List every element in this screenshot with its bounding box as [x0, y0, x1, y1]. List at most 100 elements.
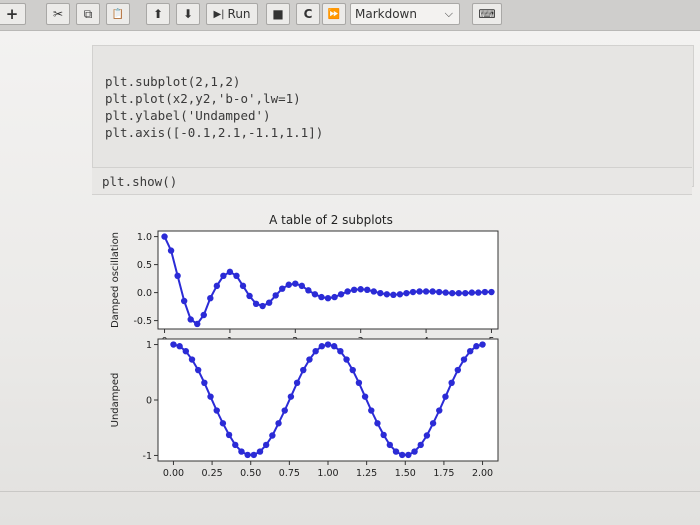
y-tick-label: 0 [146, 396, 152, 407]
data-point [176, 343, 183, 350]
x-tick-label: 0.75 [279, 468, 300, 479]
x-tick-label: 0.50 [240, 468, 261, 479]
x-tick-label: 0.00 [163, 468, 184, 479]
data-point [182, 348, 190, 355]
data-point [488, 288, 495, 296]
restart-run-all-button[interactable]: ⏩ [322, 3, 346, 25]
data-point [239, 282, 247, 290]
data-point [233, 272, 240, 279]
data-point [311, 291, 319, 298]
data-point [272, 292, 279, 299]
data-point [396, 291, 404, 298]
move-up-button[interactable]: ⬆ [146, 3, 170, 25]
show-cell[interactable]: plt.show() [92, 167, 692, 195]
data-point [220, 272, 227, 279]
data-point [306, 356, 313, 363]
data-point [473, 343, 480, 350]
subplot-undamped: 0.00 0.25 0.50 0.75 1.00 1.25 1.50 1.75 2.00 1 0 -1… [110, 338, 499, 479]
data-point [213, 282, 221, 290]
cut-button[interactable]: ✂ [46, 3, 70, 25]
data-point [293, 379, 301, 387]
paste-icon: 📋 [111, 8, 125, 20]
code-line: plt.axis([-0.1,2.1,-1.1,1.1]) [105, 125, 324, 140]
subplots-figure: A table of 2 subplots 0123451.00.50.0-0.… [110, 213, 499, 479]
data-point [324, 295, 332, 302]
copy-button[interactable]: ⧉ [76, 3, 100, 25]
data-point [436, 407, 443, 414]
data-point [262, 441, 270, 449]
move-down-button[interactable]: ⬇ [176, 3, 200, 25]
data-point [246, 292, 253, 300]
x-tick-label: 1.50 [395, 468, 416, 479]
code-line: plt.subplot(2,1,2) [105, 74, 241, 89]
data-point [462, 289, 469, 297]
data-point [422, 288, 430, 295]
data-point [250, 451, 258, 459]
data-point [383, 291, 391, 298]
data-point [392, 448, 400, 455]
data-point [475, 289, 482, 296]
data-point [442, 289, 449, 296]
data-point [374, 420, 381, 427]
data-point [281, 407, 288, 414]
axes-frame [157, 230, 499, 330]
y-tick-label: -0.5 [133, 316, 152, 327]
code-cell[interactable]: plt.subplot(2,1,2) plt.plot(x2,y2,'b-o',… [92, 45, 694, 187]
data-point [200, 311, 207, 319]
data-point [411, 448, 418, 455]
y-axis-label: Undamped [110, 373, 121, 428]
data-point [331, 293, 338, 301]
data-point [279, 285, 286, 292]
y-tick-label: 0.0 [137, 288, 152, 299]
x-tick-label: 2.00 [472, 468, 493, 479]
data-point [265, 299, 273, 306]
interrupt-button[interactable]: ■ [266, 3, 290, 25]
data-point [287, 393, 295, 400]
x-tick-label: 1.00 [317, 468, 338, 479]
data-point [423, 432, 431, 439]
notebook-toolbar: + ✂ ⧉ 📋 ⬆ ⬇ ▶| Run ■ C ⏩ Markdown ⌵ ⌨ [0, 0, 700, 31]
fast-forward-icon: ⏩ [327, 8, 341, 20]
data-point [466, 348, 474, 355]
data-point [390, 291, 397, 299]
data-point [213, 407, 220, 414]
code-line: plt.show() [102, 174, 178, 189]
data-point [370, 288, 377, 295]
restart-button[interactable]: C [296, 3, 320, 25]
data-point [380, 431, 387, 439]
notebook-area: plt.subplot(2,1,2) plt.plot(x2,y2,'b-o',… [0, 31, 700, 525]
data-point [244, 451, 251, 459]
data-point [330, 343, 338, 350]
data-point [305, 287, 312, 294]
data-point [377, 289, 384, 297]
data-point [187, 316, 194, 323]
data-point [170, 341, 177, 348]
plus-icon: + [5, 5, 19, 23]
x-tick-label: 1.75 [433, 468, 454, 479]
code-line: plt.plot(x2,y2,'b-o',lw=1) [105, 91, 301, 106]
paste-button[interactable]: 📋 [106, 3, 130, 25]
data-point [201, 379, 208, 387]
run-button[interactable]: ▶| Run [206, 3, 258, 25]
cell-type-select[interactable]: Markdown ⌵ [350, 3, 460, 25]
data-point [429, 420, 437, 427]
data-point [174, 272, 181, 279]
data-point [386, 441, 394, 449]
insert-cell-button[interactable]: + [0, 3, 26, 25]
data-point [368, 407, 375, 414]
data-point [285, 281, 292, 288]
copy-icon: ⧉ [83, 6, 93, 21]
keyboard-button[interactable]: ⌨ [472, 3, 502, 25]
play-icon: ▶| [213, 8, 225, 20]
keyboard-icon: ⌨ [478, 7, 496, 21]
data-point [161, 233, 168, 240]
restart-icon: C [303, 7, 313, 21]
data-point [417, 441, 424, 449]
data-point [269, 432, 276, 439]
data-point [298, 282, 306, 290]
data-point [194, 366, 202, 374]
data-point [275, 420, 282, 427]
cell-type-value: Markdown [355, 7, 417, 21]
run-button-label: Run [227, 7, 251, 21]
